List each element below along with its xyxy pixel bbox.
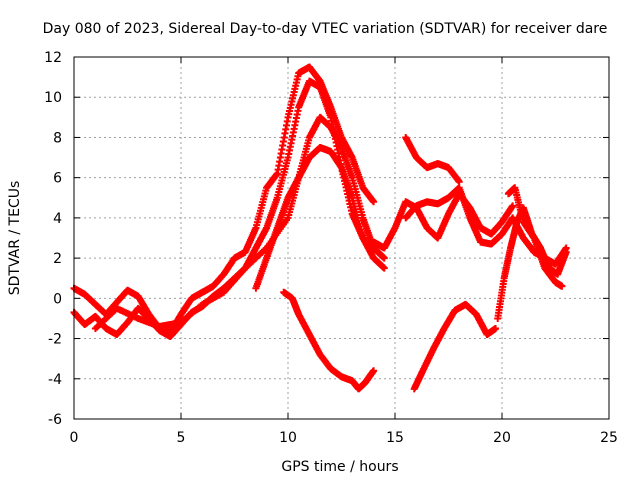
series-arc-9 [410,300,500,393]
y-tick-label: -2 [48,332,62,348]
series-arc-11 [504,184,566,290]
x-tick-label: 0 [70,430,79,446]
data-point [558,282,566,290]
y-tick-label: -6 [48,412,62,428]
y-tick-label: 10 [44,90,62,106]
series-arc-6 [370,190,517,252]
data-point [562,248,570,256]
y-tick-label: -4 [48,372,62,388]
y-tick-label: 8 [53,130,62,146]
data-point [455,178,463,186]
x-tick-labels: 0 5 10 15 20 25 [70,430,618,446]
y-tick-label: 2 [53,251,62,267]
data-point [380,264,388,272]
y-tick-label: 6 [53,171,62,187]
x-tick-label: 5 [177,430,186,446]
data-point [509,202,517,210]
data-point [370,367,378,375]
y-tick-labels: -6 -4 -2 0 2 4 6 8 10 12 [44,50,62,428]
x-tick-label: 20 [493,430,511,446]
data-point [492,325,500,332]
y-tick-label: 0 [53,291,62,307]
x-axis-label: GPS time / hours [281,459,398,475]
y-axis-label: SDTVAR / TECUs [7,181,23,296]
data-point [370,198,378,206]
y-tick-label: 4 [53,211,62,227]
x-tick-label: 15 [386,430,404,446]
data-points [70,63,570,393]
series-arc-5 [280,288,378,393]
data-point [380,254,388,262]
chart-title: Day 080 of 2023, Sidereal Day-to-day VTE… [43,21,608,37]
grid [74,57,609,419]
series-arc-4 [252,144,388,292]
plot-frame [73,56,610,420]
axis-ticks [73,56,610,420]
x-tick-label: 10 [279,430,297,446]
x-tick-label: 25 [600,430,618,446]
y-tick-label: 12 [44,50,62,66]
series-arc-8 [402,133,463,186]
